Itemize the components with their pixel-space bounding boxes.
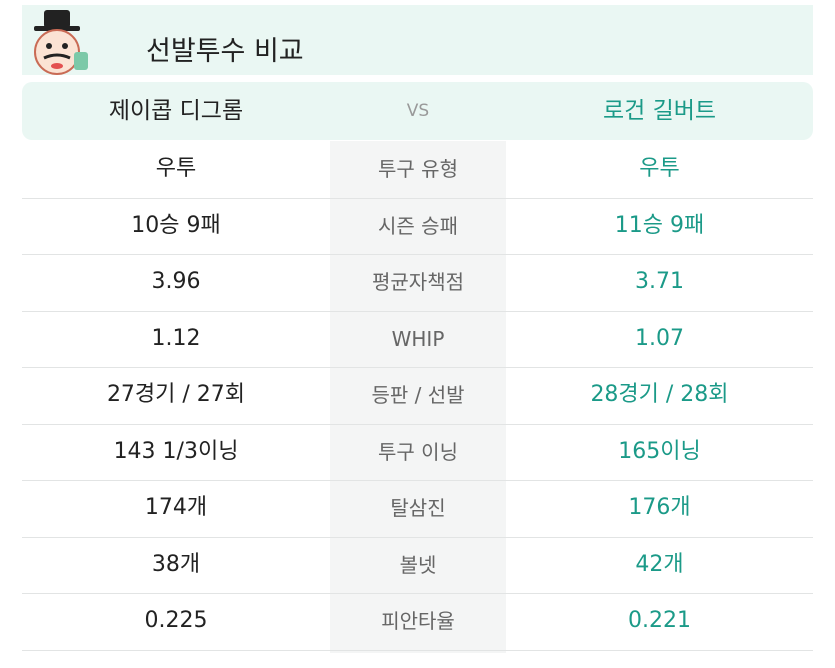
vs-label: VS <box>406 101 430 121</box>
mascot-icon <box>34 10 88 75</box>
stat-label: 시즌 승패 <box>378 213 458 238</box>
row-divider <box>22 254 813 255</box>
right-value: 176개 <box>628 495 691 520</box>
row-divider <box>22 423 813 425</box>
stat-label: 평균자책점 <box>372 270 464 294</box>
left-value: 38개 <box>151 551 201 577</box>
right-player: 로건 길버트 <box>602 98 717 124</box>
row-divider <box>22 480 813 481</box>
right-value: 165이닝 <box>618 438 701 464</box>
stat-label: WHIP <box>391 326 445 351</box>
left-value: 27경기 / 27회 <box>106 382 246 407</box>
left-value: 174개 <box>144 495 208 520</box>
label-column <box>330 141 506 653</box>
left-value: 3.96 <box>151 269 201 294</box>
stat-label: 투구 유형 <box>378 157 458 181</box>
right-value: 28경기 / 28회 <box>590 382 729 407</box>
row-divider <box>22 197 813 199</box>
header-bar: 선발투수 비교 <box>22 5 813 75</box>
row-divider <box>22 367 813 368</box>
right-value: 11승 9패 <box>614 212 705 238</box>
players-row: 제이콥 디그롬 VS 로건 길버트 <box>22 82 813 140</box>
right-value: 42개 <box>635 551 684 577</box>
stat-label: 볼넷 <box>399 552 437 577</box>
row-divider <box>22 310 813 312</box>
title: 선발투수 비교 <box>146 36 304 67</box>
stat-label: 투구 이닝 <box>378 439 458 464</box>
left-value: 143 1/3이닝 <box>113 438 239 464</box>
right-value: 1.07 <box>635 325 684 351</box>
left-value: 0.225 <box>144 608 208 633</box>
right-value: 0.221 <box>628 608 691 633</box>
right-value: 3.71 <box>635 269 684 294</box>
left-value: 10승 9패 <box>131 212 221 238</box>
row-divider <box>22 536 813 538</box>
left-value: 1.12 <box>151 325 201 351</box>
stat-label: 탈삼진 <box>390 496 446 520</box>
stat-label: 등판 / 선발 <box>371 383 465 407</box>
stat-label: 피안타율 <box>381 609 455 633</box>
row-divider <box>22 649 813 651</box>
left-player: 제이콥 디그롬 <box>108 98 244 124</box>
right-value: 우투 <box>639 156 680 181</box>
left-value: 우투 <box>155 156 197 181</box>
row-divider <box>22 593 813 594</box>
